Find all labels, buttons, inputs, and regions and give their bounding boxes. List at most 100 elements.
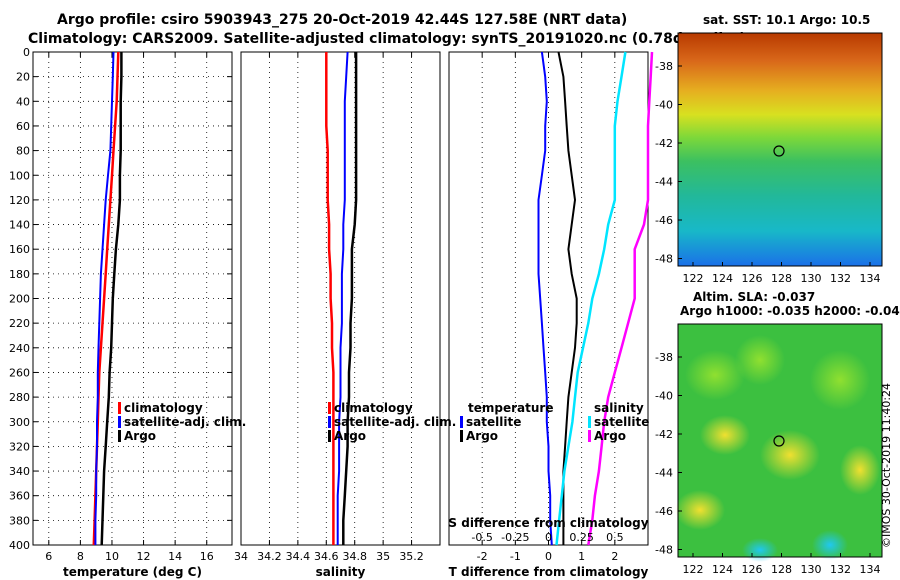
legend-swatch [460, 416, 463, 428]
y-tick-label: 360 [9, 490, 30, 503]
legend-label: Argo [594, 429, 626, 443]
map-x-tick-label: 134 [860, 272, 881, 285]
map-x-tick-label: 126 [742, 563, 763, 576]
map-y-tick-label: -40 [655, 99, 673, 112]
x-tick-label: 1 [578, 550, 585, 563]
series-line-temperature-argo [557, 51, 578, 545]
legend-swatch [588, 416, 591, 428]
series-line-satellite-adj-clim- [94, 51, 115, 545]
series-line-argo [342, 52, 358, 545]
series-line-salinity-argo [587, 51, 654, 546]
map-y-tick-label: -44 [655, 176, 673, 189]
x-axis-label: temperature (deg C) [63, 565, 202, 579]
sla-argo-location-marker [773, 435, 785, 447]
x-tick-label: 2 [611, 550, 618, 563]
y-tick-label: 60 [16, 120, 30, 133]
legend-label: satellite [594, 415, 649, 429]
series-line-salinity-satellite [555, 51, 627, 546]
y-tick-label: 0 [23, 46, 30, 59]
map-y-tick-label: -38 [655, 351, 673, 364]
s-tick-label: 0.5 [606, 531, 624, 544]
sst-map-ticks: -38 -40 -42 -44 -46 -48 122 124 126 128 130 132 134 [655, 60, 880, 285]
sst-argo-location-marker [773, 145, 785, 157]
series-line-argo [100, 52, 123, 546]
y-tick-label: 300 [9, 416, 30, 429]
y-tick-label: 260 [9, 366, 30, 379]
panel-salinity: 34 34.2 34.4 34.6 34.8 35 35.2 salinity [234, 51, 441, 579]
title-line2: Climatology: CARS2009. Satellite-adjuste… [28, 31, 746, 47]
legend-swatch [460, 430, 463, 442]
x-tick-label: 34.4 [286, 550, 311, 563]
map-x-tick-label: 130 [801, 272, 822, 285]
map-y-tick-label: -42 [655, 428, 673, 441]
x-axis-label: T difference from climatology [449, 565, 649, 579]
x-tick-label: 8 [77, 550, 84, 563]
legend-swatch [328, 430, 331, 442]
profile-plots: 6 8 10 12 14 16020406080100120140160180200220… [9, 46, 654, 579]
legend-swatch [588, 430, 591, 442]
credit-text: ©IMOS 30-Oct-2019 11:40:24 [880, 383, 893, 548]
x-tick-label: -1 [510, 550, 521, 563]
x-tick-label: 0 [545, 550, 552, 563]
x-tick-label: 34.2 [257, 550, 282, 563]
y-tick-label: 80 [16, 145, 30, 158]
y-tick-label: 220 [9, 317, 30, 330]
map-y-tick-label: -48 [655, 253, 673, 266]
x-tick-label: 35.2 [399, 550, 424, 563]
map-x-tick-label: 132 [830, 563, 851, 576]
legend-label: Argo [334, 429, 366, 443]
s-tick-label: 0.25 [569, 531, 594, 544]
legend-difference: temperature salinitysatelliteArgosatellit… [460, 401, 649, 443]
map-x-tick-label: 126 [742, 272, 763, 285]
map-x-tick-label: 124 [712, 563, 733, 576]
map-x-tick-label: 124 [712, 272, 733, 285]
sst-map: sat. SST: 10.1 Argo: 10.5 -38 -40 -42 -44 -4… [655, 13, 883, 285]
title-line1: Argo profile: csiro 5903943_275 20-Oct-2… [57, 12, 627, 28]
map-y-tick-label: -44 [655, 467, 673, 480]
sla-map-ticks: -38 -40 -42 -44 -46 -48 122 124 126 128 130 132 134 [655, 351, 880, 576]
sla-map-title-line2: Argo h1000: -0.035 h2000: -0.042 [680, 304, 900, 318]
map-x-tick-label: 132 [830, 272, 851, 285]
x-tick-label: 16 [200, 550, 214, 563]
legend-label: satellite-adj. clim. [124, 415, 246, 429]
map-y-tick-label: -46 [655, 505, 673, 518]
legend-swatch [118, 402, 121, 414]
y-tick-label: 280 [9, 391, 30, 404]
map-x-tick-label: 130 [801, 563, 822, 576]
legend-title-temperature: temperature [468, 401, 553, 415]
map-x-tick-label: 128 [771, 563, 792, 576]
map-x-tick-label: 134 [860, 563, 881, 576]
legend-label: satellite-adj. clim. [334, 415, 456, 429]
y-tick-label: 380 [9, 514, 30, 527]
y-tick-label: 100 [9, 169, 30, 182]
series-line-satellite-adj-clim- [336, 51, 349, 545]
map-y-tick-label: -46 [655, 214, 673, 227]
map-x-tick-label: 128 [771, 272, 792, 285]
y-tick-label: 20 [16, 71, 30, 84]
legend-title-salinity: salinity [594, 401, 644, 415]
series-line-climatology [325, 52, 335, 545]
legend-swatch [328, 402, 331, 414]
x-tick-label: 35 [376, 550, 390, 563]
series-line-temperature-satellite [537, 51, 553, 546]
sla-map-frame [677, 323, 883, 558]
map-y-tick-label: -38 [655, 60, 673, 73]
y-tick-label: 120 [9, 194, 30, 207]
panel-temperature: 6 8 10 12 14 16020406080100120140160180200220… [9, 46, 233, 579]
map-y-tick-label: -48 [655, 544, 673, 557]
sst-map-title: sat. SST: 10.1 Argo: 10.5 [703, 13, 870, 27]
s-tick-label: -0.25 [501, 531, 529, 544]
y-tick-label: 160 [9, 243, 30, 256]
y-tick-label: 320 [9, 440, 30, 453]
y-tick-label: 340 [9, 465, 30, 478]
x-tick-label: 14 [168, 550, 182, 563]
map-y-tick-label: -40 [655, 390, 673, 403]
y-tick-label: 400 [9, 539, 30, 552]
panel-frame [32, 51, 233, 546]
sst-map-image [678, 33, 882, 266]
sla-map-title-line1: Altim. SLA: -0.037 [693, 290, 815, 304]
x-tick-label: -2 [477, 550, 488, 563]
